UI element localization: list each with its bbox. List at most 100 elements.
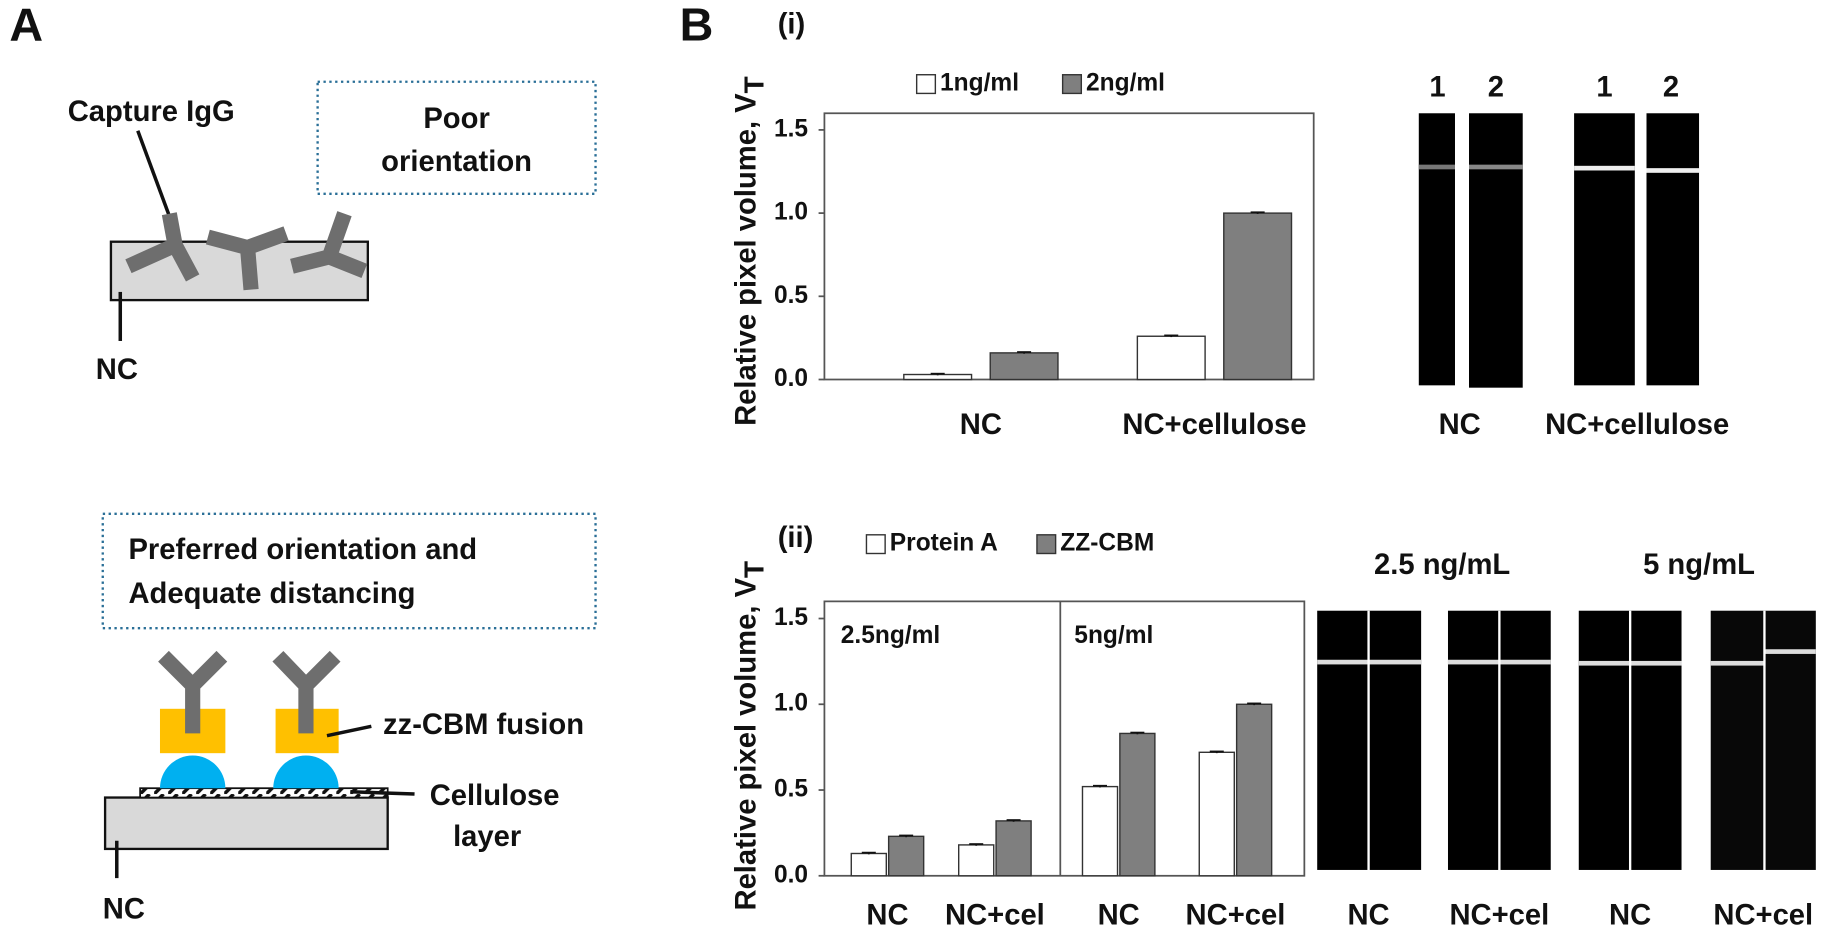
error-bar — [1006, 819, 1021, 822]
capture-label: Capture IgG — [68, 96, 235, 128]
gel-label: NC — [1609, 899, 1651, 931]
y-axis-label: Relative pixel volume, VT — [730, 561, 770, 911]
y-tick-label: 0.5 — [774, 282, 808, 309]
bar — [850, 852, 888, 877]
cellulose-label: layer — [453, 821, 521, 853]
bar — [958, 844, 995, 877]
cbm — [273, 755, 339, 789]
x-tick-label: NC — [1098, 899, 1140, 931]
panel-label: (ii) — [778, 522, 814, 554]
bar — [1198, 751, 1235, 877]
lane-label: 2 — [1663, 71, 1679, 103]
gel-lane — [1574, 113, 1635, 386]
x-tick-label: NC — [866, 899, 908, 931]
gel-band — [1646, 168, 1700, 173]
y-axis-label-text: Relative pixel volume, V — [730, 93, 762, 426]
igg — [125, 212, 200, 282]
group-label: 5ng/ml — [1074, 622, 1153, 649]
y-tick-label: 0.0 — [774, 861, 808, 888]
nc-label: NC — [96, 354, 138, 386]
error-bar — [969, 843, 984, 846]
legend-swatch — [1061, 74, 1083, 95]
callout-box — [101, 512, 597, 630]
error-bar — [1164, 334, 1179, 338]
group-label: 2.5ng/ml — [841, 622, 940, 649]
y-tick-label: 1.0 — [774, 199, 808, 226]
callout-box — [316, 80, 597, 196]
pointer — [326, 724, 372, 738]
igg — [272, 650, 341, 734]
bar — [1136, 335, 1206, 381]
x-tick-label: NC+cel — [1186, 899, 1286, 931]
plot-frame — [823, 600, 1306, 877]
pointer — [350, 789, 415, 796]
error-bar — [899, 834, 914, 838]
legend-swatch — [1036, 534, 1057, 555]
error-bar — [1017, 351, 1032, 354]
cellulose-label: Cellulose — [430, 780, 560, 812]
legend-label: Protein A — [890, 530, 998, 557]
error-bar — [1250, 211, 1265, 214]
legend-label: 1ng/ml — [940, 70, 1019, 97]
lane-label: 1 — [1429, 71, 1445, 103]
fusion-label: zz-CBM fusion — [383, 709, 584, 741]
error-bar — [861, 851, 876, 855]
bar — [887, 835, 925, 877]
y-axis-label: Relative pixel volume, VT — [730, 76, 770, 426]
gel-label: NC — [1439, 409, 1481, 441]
bar — [1081, 785, 1119, 877]
x-tick-label: NC+cel — [945, 899, 1045, 931]
y-tick-label: 0.5 — [774, 776, 808, 803]
error-bar — [1209, 750, 1224, 754]
gel-i — [1418, 113, 1700, 388]
panel-label: (i) — [778, 8, 806, 40]
gel-label: NC — [1347, 899, 1389, 931]
y-tick-label: 1.5 — [774, 115, 808, 142]
callout-text: Poor — [423, 103, 489, 135]
igg — [158, 650, 228, 734]
gel-band — [1574, 165, 1635, 171]
y-tick-label: 0.0 — [774, 365, 808, 392]
panel-label: B — [680, 0, 714, 50]
gel-lane — [1469, 113, 1523, 388]
callout-text: Adequate distancing — [128, 578, 415, 610]
gel-band — [1469, 164, 1523, 170]
bar — [1223, 212, 1293, 381]
gel-lane — [1646, 113, 1700, 386]
error-bar — [1247, 702, 1262, 706]
lane-label: 1 — [1596, 71, 1612, 103]
legend-label: ZZ-CBM — [1060, 530, 1154, 557]
bar — [1119, 732, 1156, 877]
lane-label: 2 — [1488, 71, 1504, 103]
error-bar — [1092, 784, 1108, 788]
cbm — [159, 755, 226, 789]
igg-group — [125, 211, 368, 291]
plot-frame — [823, 112, 1315, 381]
gel-label: NC+cel — [1713, 899, 1813, 931]
gel-lane — [1418, 113, 1455, 386]
gel-band — [1764, 649, 1816, 654]
y-tick-label: 1.0 — [774, 690, 808, 717]
gel-band — [1418, 164, 1455, 170]
y-axis-label-sub: T — [739, 561, 770, 578]
y-axis-label-sub: T — [739, 76, 770, 93]
legend-swatch — [865, 534, 886, 555]
callout-text: Preferred orientation and — [128, 534, 477, 566]
error-bar — [930, 372, 945, 376]
legend-label: 2ng/ml — [1086, 70, 1165, 97]
error-bar — [1130, 731, 1145, 735]
bar — [995, 820, 1032, 877]
nc-label: NC — [103, 894, 145, 926]
panel-label: A — [9, 0, 43, 50]
igg — [205, 226, 289, 291]
bar — [989, 352, 1059, 381]
x-tick-label: NC+cellulose — [1122, 409, 1306, 441]
igg-group — [158, 650, 341, 734]
gel-header: 2.5 ng/mL — [1374, 549, 1510, 581]
gel-label: NC+cel — [1449, 899, 1549, 931]
pointer — [136, 130, 171, 217]
bar — [1235, 703, 1273, 877]
gel-header: 5 ng/mL — [1643, 549, 1755, 581]
